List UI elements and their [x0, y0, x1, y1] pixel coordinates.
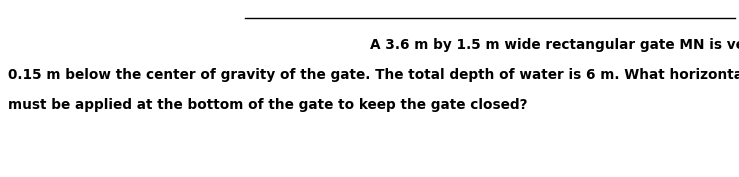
Text: must be applied at the bottom of the gate to keep the gate closed?: must be applied at the bottom of the gat…: [8, 98, 528, 112]
Text: 0.15 m below the center of gravity of the gate. The total depth of water is 6 m.: 0.15 m below the center of gravity of th…: [8, 68, 739, 82]
Text: A 3.6 m by 1.5 m wide rectangular gate MN is vertical and is hinged at point: A 3.6 m by 1.5 m wide rectangular gate M…: [370, 38, 739, 52]
